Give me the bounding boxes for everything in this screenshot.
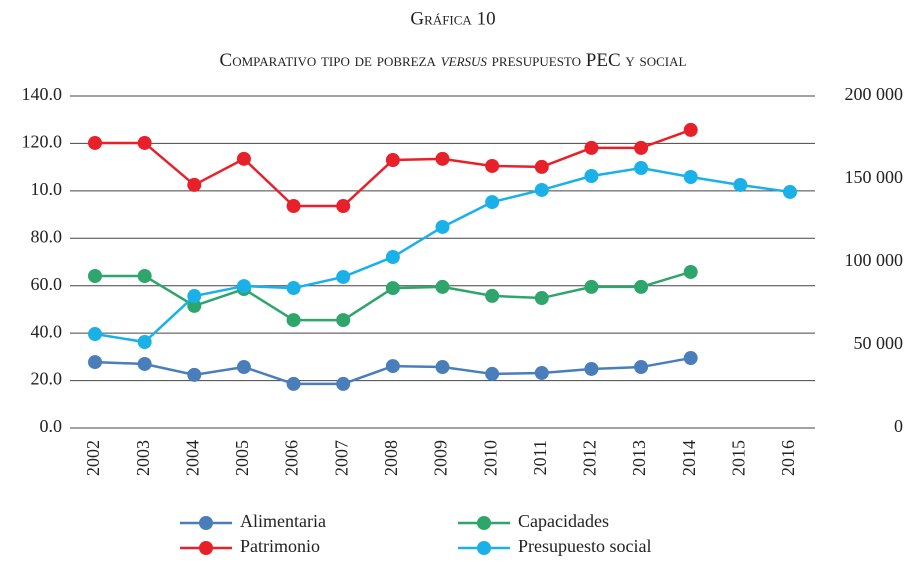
y2-tick-label: 50 000	[854, 333, 904, 353]
point	[584, 361, 599, 376]
x-tick-label: 2008	[381, 440, 401, 476]
x-tick-label: 2014	[679, 440, 699, 476]
y-tick-label: 80.0	[31, 226, 63, 246]
point	[336, 269, 351, 284]
point	[236, 151, 251, 166]
point	[137, 356, 152, 371]
point	[385, 153, 400, 168]
point	[584, 140, 599, 155]
chart-title: Gráfica 10	[410, 8, 495, 29]
point	[137, 135, 152, 150]
point	[88, 355, 102, 370]
legend-label: Patrimonio	[240, 536, 320, 556]
point	[485, 288, 500, 303]
point	[485, 158, 500, 173]
subtitle-part: Comparativo tipo de pobreza	[220, 50, 441, 71]
point	[683, 351, 698, 366]
point	[88, 135, 102, 150]
x-tick-label: 2006	[282, 440, 302, 476]
series-line	[95, 270, 692, 322]
point	[137, 335, 152, 350]
point	[336, 313, 351, 328]
x-tick-label: 2007	[331, 440, 351, 476]
point	[336, 199, 351, 214]
x-tick-label: 2009	[431, 440, 451, 476]
point	[385, 359, 400, 374]
point	[634, 279, 649, 294]
point	[137, 268, 152, 283]
x-tick-label: 2012	[580, 440, 600, 476]
x-tick-label: 2004	[182, 440, 202, 476]
point	[435, 219, 450, 234]
legend-label: Presupuesto social	[518, 536, 651, 556]
point	[187, 289, 202, 304]
point	[584, 169, 599, 184]
y2-tick-label: 0	[894, 416, 903, 436]
y-tick-label: 10.0	[31, 179, 63, 199]
x-tick-label: 2003	[133, 440, 153, 476]
y-tick-label: 60.0	[31, 274, 63, 294]
point	[534, 182, 549, 197]
point	[485, 195, 500, 210]
point	[236, 360, 251, 375]
y-tick-label: 0.0	[40, 416, 63, 436]
point	[634, 161, 649, 176]
point	[435, 151, 450, 166]
legend-marker	[199, 516, 213, 530]
legend-label: Alimentaria	[240, 511, 326, 531]
point	[683, 122, 698, 137]
x-tick-label: 2011	[530, 440, 550, 475]
point	[534, 291, 549, 306]
x-tick-label: 2002	[83, 440, 103, 476]
y-tick-label: 140.0	[22, 84, 63, 104]
point	[88, 268, 102, 283]
subtitle-part: versus	[441, 50, 488, 71]
point	[584, 279, 599, 294]
point	[88, 327, 102, 342]
y-tick-label: 20.0	[31, 369, 63, 389]
point	[286, 376, 301, 391]
series-line	[95, 128, 692, 208]
point	[783, 184, 797, 199]
x-tick-label: 2016	[778, 440, 798, 476]
y-tick-label: 40.0	[31, 321, 63, 341]
legend-label: Capacidades	[518, 511, 609, 531]
point	[485, 366, 500, 381]
legend-marker	[199, 541, 213, 555]
point	[286, 281, 301, 296]
legend-marker	[477, 516, 491, 530]
x-tick-label: 2013	[629, 440, 649, 476]
y2-tick-label: 100 000	[845, 250, 904, 270]
y-tick-label: 120.0	[22, 132, 63, 152]
y2-tick-label: 150 000	[845, 167, 904, 187]
subtitle-part: presupuesto PEC y social	[487, 50, 687, 71]
point	[435, 360, 450, 375]
series-line	[94, 166, 791, 344]
point	[733, 177, 748, 192]
point	[187, 177, 202, 192]
point	[634, 140, 649, 155]
chart-subtitle: Comparativo tipo de pobreza versus presu…	[220, 50, 687, 71]
point	[385, 281, 400, 296]
point	[683, 264, 698, 279]
point	[336, 376, 351, 391]
y2-tick-label: 200 000	[845, 84, 904, 104]
point	[187, 298, 202, 313]
point	[683, 170, 698, 185]
legend-marker	[477, 541, 491, 555]
x-tick-label: 2005	[232, 440, 252, 476]
x-tick-label: 2015	[728, 440, 748, 476]
point	[286, 199, 301, 214]
point	[236, 279, 251, 294]
point	[286, 313, 301, 328]
point	[187, 367, 202, 382]
point	[534, 365, 549, 380]
point	[534, 159, 549, 174]
x-tick-label: 2010	[480, 440, 500, 476]
point	[634, 360, 649, 375]
point	[385, 250, 400, 265]
point	[435, 279, 450, 294]
